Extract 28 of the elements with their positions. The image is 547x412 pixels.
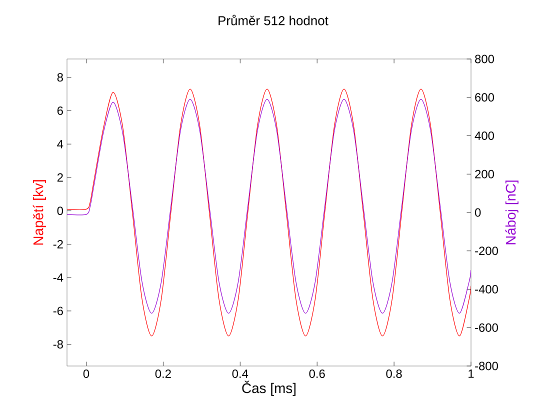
y-tick-label: -2 xyxy=(53,240,63,248)
y2-tick-label: -200 xyxy=(475,246,498,256)
y-tick-label: 8 xyxy=(57,73,63,82)
y-axis-title: Napětí [kv] xyxy=(32,180,46,245)
y-tick-label: 0 xyxy=(57,206,64,216)
x-tick-label: 0.6 xyxy=(309,370,325,378)
x-tick-label: 0.4 xyxy=(232,370,248,378)
y2-tick-label: 600 xyxy=(475,93,494,102)
y-tick-label: -6 xyxy=(53,306,63,316)
x-axis-title: Čas [ms] xyxy=(242,380,296,396)
y2-tick-label: 200 xyxy=(475,170,494,178)
y-tick-label: -8 xyxy=(53,340,63,349)
y2-axis-title: Náboj [nC] xyxy=(505,180,518,244)
y2-tick-label: -800 xyxy=(475,362,498,370)
y2-tick-label: 400 xyxy=(474,132,494,140)
x-tick-label: 1 xyxy=(468,370,474,378)
x-tick-label: 0.8 xyxy=(386,370,402,378)
y-tick-label: 2 xyxy=(57,173,63,182)
y-tick-label: 6 xyxy=(57,106,63,115)
chart-title: Průměr 512 hodnot xyxy=(218,14,328,26)
x-tick-label: 0.2 xyxy=(155,370,171,378)
y-tick-label: -4 xyxy=(53,273,64,282)
y-tick-label: 4 xyxy=(57,140,64,148)
y2-tick-label: 0 xyxy=(474,208,481,217)
y2-tick-label: -400 xyxy=(475,285,498,294)
y2-tick-label: 800 xyxy=(475,54,494,64)
y2-tick-label: -600 xyxy=(475,323,498,332)
x-tick-label: 0 xyxy=(83,370,90,378)
